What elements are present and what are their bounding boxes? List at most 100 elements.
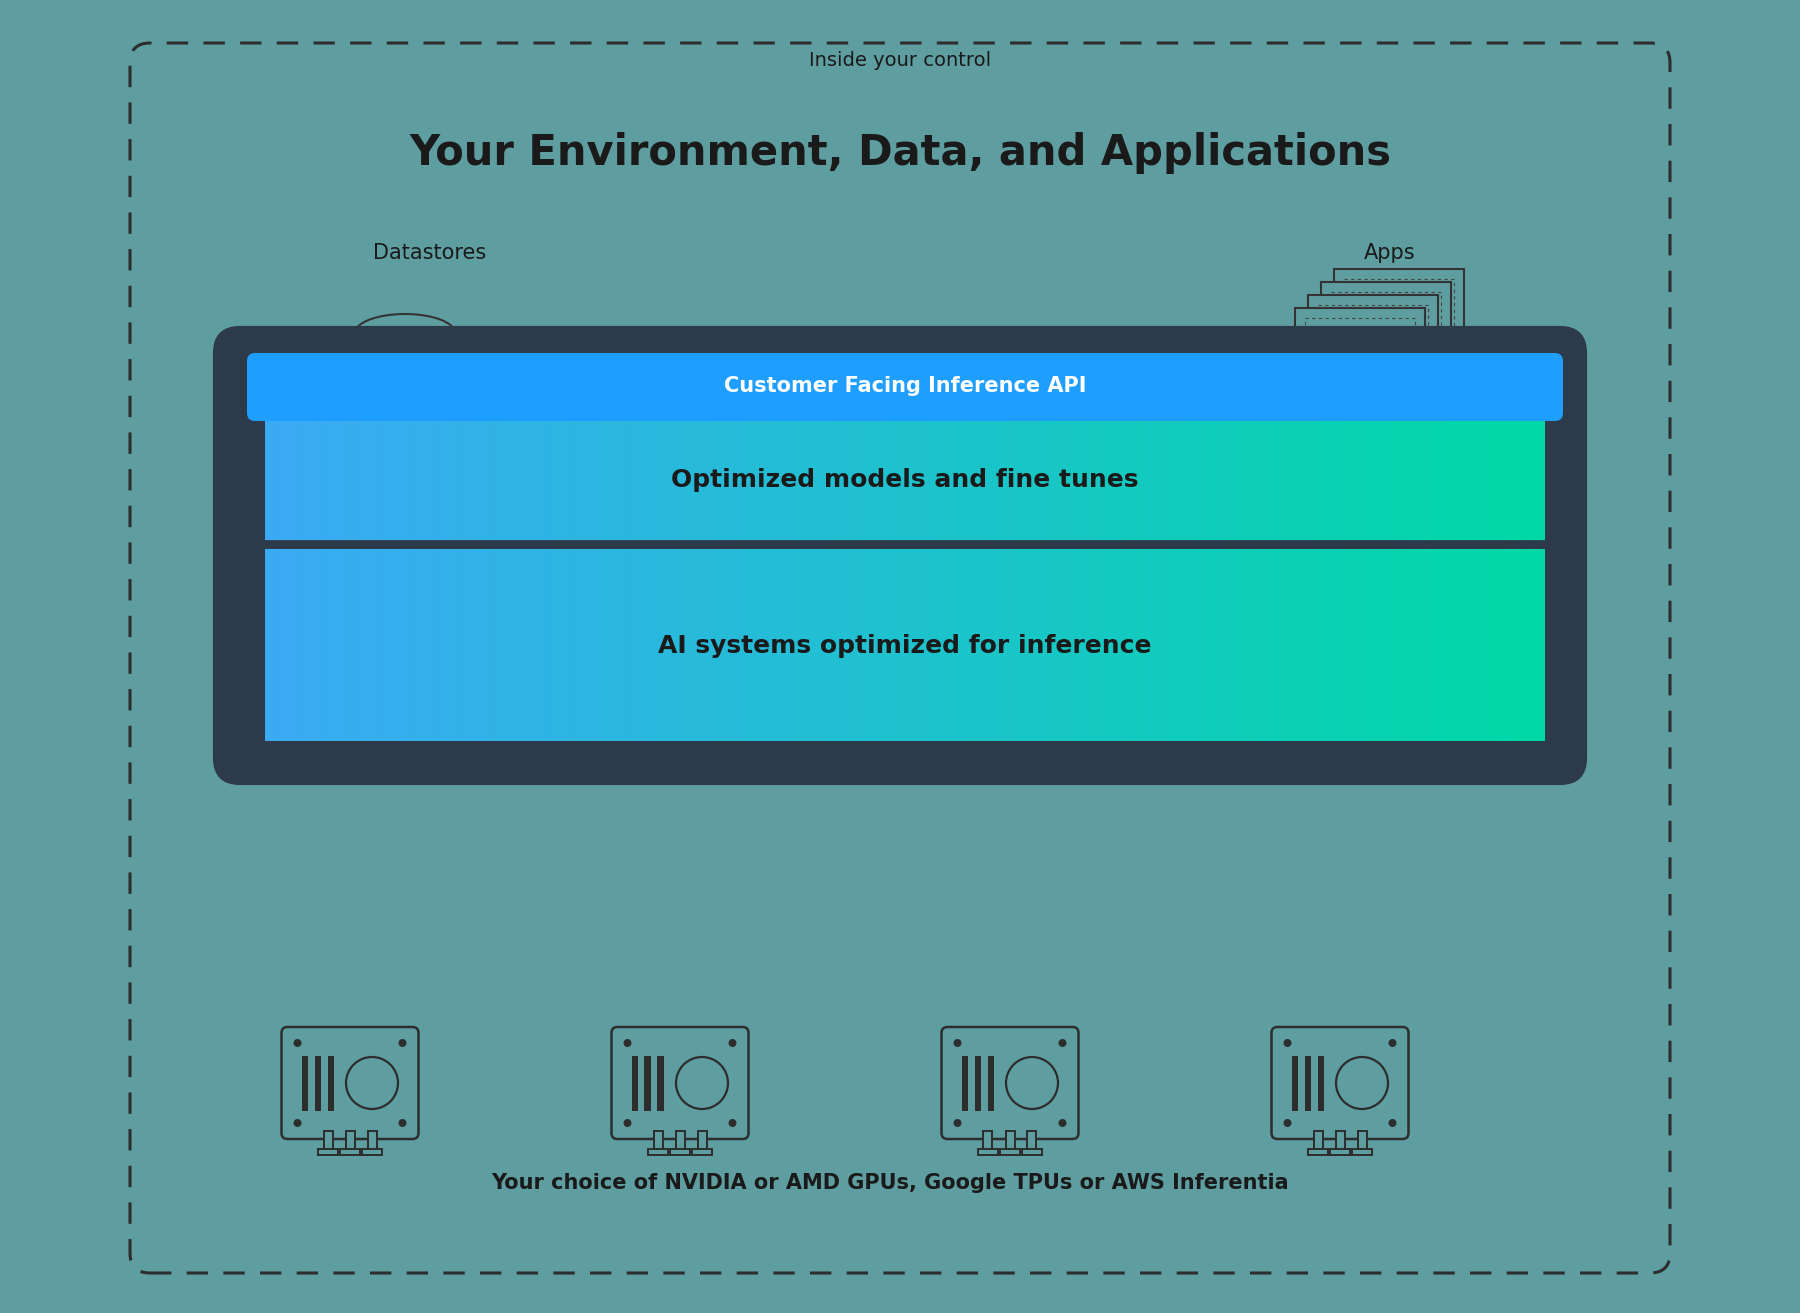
Bar: [436, 421, 441, 541]
Bar: [832, 549, 837, 741]
Bar: [956, 549, 961, 741]
Bar: [1076, 421, 1080, 541]
Bar: [1021, 549, 1024, 741]
Bar: [781, 549, 787, 741]
Text: Customer Facing Inference API: Customer Facing Inference API: [724, 376, 1085, 397]
Bar: [1229, 549, 1233, 741]
Text: Your choice of NVIDIA or AMD GPUs, Google TPUs or AWS Inferentia: Your choice of NVIDIA or AMD GPUs, Googl…: [491, 1173, 1289, 1194]
Bar: [697, 549, 700, 741]
Bar: [1276, 549, 1280, 741]
Bar: [628, 549, 632, 741]
Bar: [1289, 549, 1294, 741]
Bar: [731, 421, 734, 541]
Bar: [529, 421, 535, 541]
Bar: [1382, 549, 1388, 741]
Bar: [619, 549, 623, 741]
Bar: [1165, 421, 1170, 541]
Bar: [765, 421, 769, 541]
Circle shape: [346, 1057, 398, 1109]
Bar: [308, 421, 311, 541]
Bar: [1006, 1130, 1015, 1152]
Bar: [670, 1149, 689, 1155]
Bar: [1490, 549, 1494, 741]
Bar: [1118, 421, 1123, 541]
Bar: [1332, 421, 1336, 541]
FancyBboxPatch shape: [941, 1027, 1078, 1138]
Bar: [968, 549, 974, 741]
Bar: [1229, 421, 1233, 541]
Bar: [1422, 549, 1426, 741]
Bar: [1238, 421, 1242, 541]
FancyBboxPatch shape: [247, 353, 1562, 421]
Bar: [355, 421, 358, 541]
Bar: [1310, 421, 1314, 541]
Bar: [362, 1149, 382, 1155]
Bar: [1307, 549, 1310, 741]
FancyBboxPatch shape: [130, 43, 1670, 1274]
Bar: [398, 549, 401, 741]
Text: Optimized models and fine tunes: Optimized models and fine tunes: [671, 467, 1139, 492]
Bar: [1264, 421, 1267, 541]
Bar: [1375, 421, 1379, 541]
Bar: [419, 421, 423, 541]
Bar: [943, 549, 949, 741]
Bar: [841, 549, 846, 741]
Bar: [1246, 421, 1251, 541]
Bar: [837, 549, 841, 741]
Bar: [909, 549, 914, 741]
Bar: [819, 421, 824, 541]
Bar: [700, 421, 704, 541]
Bar: [1096, 421, 1102, 541]
Bar: [551, 421, 556, 541]
Bar: [884, 549, 887, 741]
Bar: [887, 549, 893, 741]
Bar: [1528, 549, 1532, 741]
Bar: [1314, 1130, 1323, 1152]
Bar: [405, 549, 410, 741]
Bar: [1170, 549, 1174, 741]
Bar: [922, 549, 927, 741]
Bar: [635, 421, 641, 541]
Bar: [392, 549, 398, 741]
Circle shape: [1283, 1119, 1292, 1127]
Bar: [704, 549, 709, 741]
Bar: [648, 1149, 668, 1155]
Bar: [324, 421, 329, 541]
Bar: [1089, 549, 1093, 741]
Bar: [616, 421, 619, 541]
Bar: [738, 421, 743, 541]
Bar: [1494, 549, 1498, 741]
Bar: [866, 421, 871, 541]
Bar: [371, 549, 376, 741]
Bar: [1447, 549, 1451, 741]
Bar: [517, 549, 522, 741]
Bar: [346, 549, 351, 741]
Bar: [900, 549, 905, 741]
Bar: [806, 549, 812, 741]
Bar: [423, 421, 427, 541]
Bar: [551, 549, 556, 741]
Bar: [1102, 421, 1105, 541]
Bar: [346, 1130, 355, 1152]
Bar: [691, 421, 697, 541]
Bar: [790, 421, 794, 541]
Bar: [319, 1149, 338, 1155]
Bar: [1537, 549, 1541, 741]
Bar: [495, 549, 500, 741]
Bar: [1273, 421, 1276, 541]
Bar: [1204, 421, 1208, 541]
Bar: [1408, 549, 1413, 741]
Bar: [1413, 421, 1417, 541]
Bar: [324, 549, 329, 741]
Bar: [803, 549, 806, 741]
Bar: [722, 421, 725, 541]
Bar: [675, 1130, 684, 1152]
Bar: [1370, 549, 1375, 741]
Bar: [1130, 549, 1136, 741]
Bar: [1145, 421, 1148, 541]
Bar: [670, 421, 675, 541]
Bar: [491, 549, 495, 741]
Bar: [940, 421, 943, 541]
Bar: [697, 421, 700, 541]
Bar: [632, 1056, 637, 1111]
